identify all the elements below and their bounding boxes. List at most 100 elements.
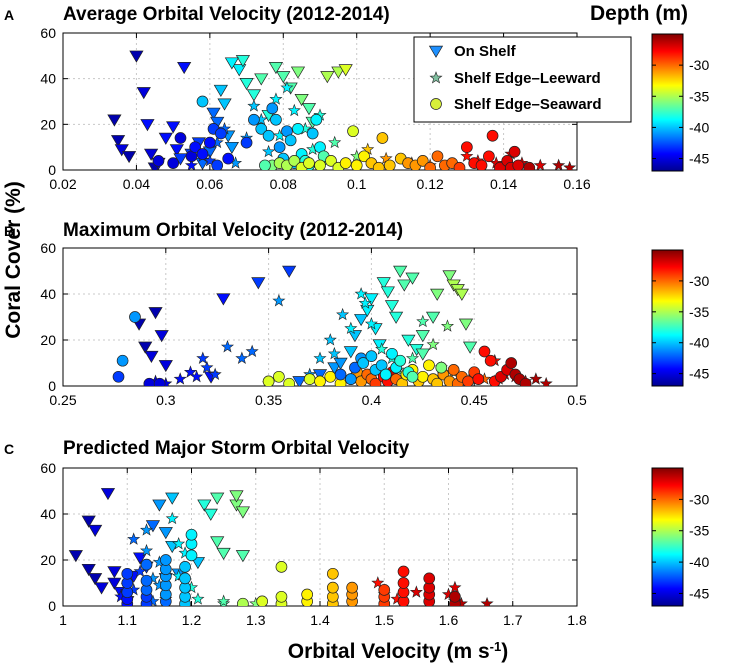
point-shelf-edge-leeward [313,351,327,364]
colorbar: -30 -35 -40 -45 [651,249,709,387]
point-on-shelf [251,277,266,290]
point-on-shelf [213,84,228,97]
colorbar-tick-label: -40 [689,335,709,351]
point-shelf-edge-seaward [143,377,156,386]
colorbar-tick-label: -45 [689,151,709,167]
x-tick-label: 0.1 [347,176,367,192]
point-shelf-edge-leeward [529,372,543,385]
panel-title: Maximum Orbital Velocity (2012-2014) [63,220,403,241]
point-shelf-edge-leeward [139,543,154,557]
y-tick-label: 60 [40,460,56,476]
point-shelf-edge-seaward [256,595,269,606]
panel-b: B Maximum Orbital Velocity (2012-2014) 0.2… [4,220,709,408]
point-shelf-edge-leeward [220,340,235,353]
y-tick-label: 60 [40,240,56,256]
point-on-shelf [372,339,387,352]
point-on-shelf [333,357,348,370]
point-shelf-edge-seaward [240,136,253,149]
point-shelf-edge-seaward [215,127,227,140]
point-shelf-edge-seaward [486,129,499,142]
point-shelf-edge-seaward [288,155,301,167]
colorbar-title: Depth (m) [590,2,688,25]
y-tick-label: 40 [40,286,56,302]
legend-marker-on-shelf [428,45,444,58]
point-shelf-edge-seaward [406,370,419,383]
x-tick-label: 1.8 [567,612,587,628]
panel-letter: B [4,223,14,239]
point-on-shelf [224,57,239,70]
x-axis-label: Orbital Velocity (m s-1) [288,639,508,664]
point-on-shelf [88,524,103,537]
point-shelf-edge-seaward [416,370,429,383]
panel-title: Predicted Major Storm Orbital Velocity [63,438,410,459]
point-shelf-edge-leeward [344,321,358,335]
point-on-shelf [107,566,122,579]
point-shelf-edge-leeward [448,580,462,594]
point-shelf-edge-seaward [211,159,224,170]
point-on-shelf [354,314,369,327]
x-tick-label: 1.1 [118,612,138,628]
colorbar-tick-label: -35 [689,88,709,104]
point-on-shelf [152,499,167,512]
x-axis-label-main: Orbital Velocity (m s [288,640,490,663]
point-on-shelf [282,265,297,278]
colorbar-tick-label: -30 [689,273,709,289]
point-shelf-edge-seaward [116,354,129,367]
point-on-shelf [388,311,404,324]
point-shelf-edge-seaward [275,590,288,603]
point-shelf-edge-leeward [416,314,430,328]
y-tick-label: 0 [48,598,56,614]
point-shelf-edge-leeward [426,337,440,351]
point-shelf-edge-seaward [248,113,260,126]
point-shelf-edge-seaward [324,370,337,383]
legend-box [413,36,632,123]
point-shelf-edge-seaward [270,113,282,126]
point-on-shelf [301,103,317,116]
point-on-shelf [401,334,416,347]
point-shelf-edge-leeward [262,144,276,158]
point-shelf-edge-seaward [383,159,396,170]
x-tick-label: 1.6 [439,612,459,628]
y-tick-label: 60 [40,25,56,41]
point-shelf-edge-leeward [563,160,577,170]
x-tick-label: 0.14 [490,176,517,192]
point-shelf-edge-seaward [334,368,347,381]
x-tick-label: 0.3 [156,392,176,408]
point-on-shelf [224,141,239,155]
point-shelf-edge-leeward [173,372,187,385]
legend-label-on-shelf: On Shelf [454,43,517,60]
point-shelf-edge-seaward [512,159,525,170]
point-shelf-edge-seaward [185,528,198,541]
point-shelf-edge-seaward [327,581,339,594]
point-shelf-edge-seaward [204,136,216,149]
y-tick-label: 40 [40,71,56,87]
point-shelf-edge-seaward [179,561,191,573]
point-shelf-edge-seaward [112,370,125,383]
point-on-shelf [136,87,151,100]
point-on-shelf [94,582,109,595]
point-on-shelf [331,66,346,79]
point-on-shelf [210,536,225,549]
colorbar-tick-label: -30 [689,491,709,507]
point-shelf-edge-seaward [314,159,326,170]
point-shelf-edge-seaward [394,354,407,367]
x-tick-label: 0.5 [567,392,587,408]
point-shelf-edge-seaward [483,150,495,163]
point-shelf-edge-leeward [190,369,204,383]
point-on-shelf [100,488,116,501]
point-shelf-edge-seaward [273,141,286,154]
point-shelf-edge-seaward [179,572,191,585]
point-shelf-edge-leeward [165,511,179,525]
point-shelf-edge-seaward [431,150,444,163]
point-on-shelf [154,330,169,343]
colorbar-tick-label: -40 [689,554,709,570]
point-shelf-edge-seaward [347,125,359,138]
point-on-shelf [425,311,441,324]
point-shelf-edge-seaward [306,127,319,140]
point-shelf-edge-seaward [372,161,385,170]
point-on-shelf [140,119,155,132]
point-shelf-edge-seaward [508,145,521,158]
point-on-shelf [364,293,379,306]
point-on-shelf [165,492,180,505]
x-tick-label: 0.04 [123,176,150,192]
